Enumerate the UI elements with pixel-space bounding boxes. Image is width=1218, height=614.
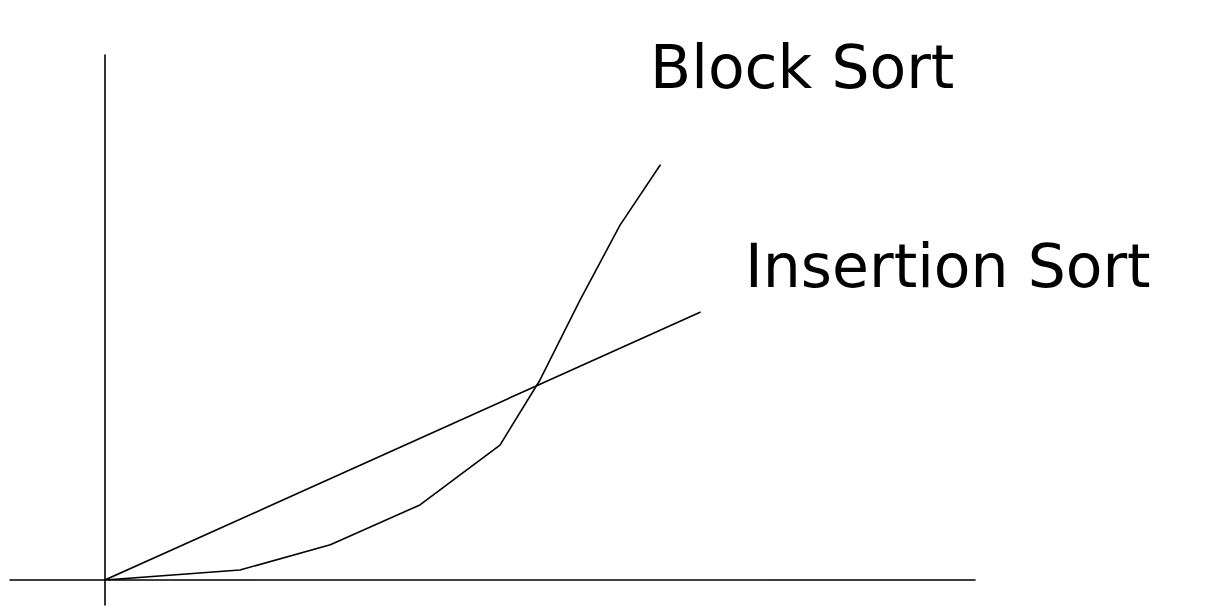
series-label: Insertion Sort [745,231,1151,301]
x-axis [10,579,975,581]
plot-area [105,165,700,580]
y-axis [104,55,106,605]
series-line [105,165,660,580]
series-label: Block Sort [650,32,954,102]
chart: Block Sort Insertion Sort [0,0,1218,614]
series-line [105,312,700,580]
